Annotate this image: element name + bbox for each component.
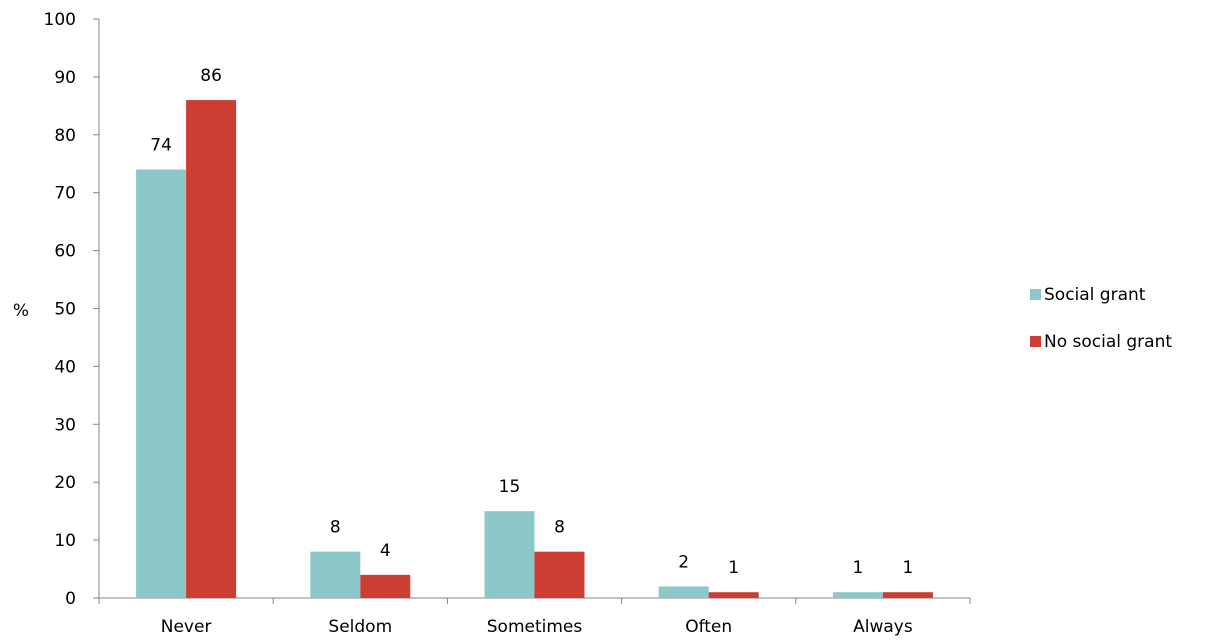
data-label: 1 [852,558,863,578]
y-tick-label: 40 [54,357,76,377]
bar-social-grant-never [136,169,187,599]
bars [136,100,933,599]
legend-label: No social grant [1044,332,1172,352]
bar-social-grant-sometimes [484,511,535,598]
data-label: 8 [330,518,341,538]
data-label: 1 [902,558,913,578]
x-category-label: Sometimes [487,617,583,637]
bar-no-social-grant-sometimes [534,551,585,598]
data-label: 74 [150,136,172,156]
data-label: 8 [554,518,565,538]
y-tick-label: 30 [54,415,76,435]
y-axis-title: % [13,301,29,321]
bar-no-social-grant-never [186,100,237,598]
bar-social-grant-seldom [310,551,361,598]
y-tick-label: 50 [54,300,76,320]
data-label: 4 [380,541,391,561]
legend-label: Social grant [1044,285,1146,305]
y-tick-label: 80 [54,126,76,146]
y-tick-label: 70 [54,184,76,204]
axes: 0 10 20 30 40 50 60 70 80 90 100% Never Seldom Someti… [13,10,971,637]
legend: Social grant No social grant [1030,285,1172,352]
y-tick-label: 10 [54,531,76,551]
data-label: 2 [678,552,689,572]
x-category-label: Seldom [328,617,392,637]
legend-swatch [1030,336,1041,347]
x-category-label: Never [161,617,212,637]
data-label: 86 [200,66,222,86]
bar-social-grant-often [658,586,709,598]
legend-swatch [1030,289,1041,300]
y-tick-label: 20 [54,473,76,493]
x-category-label: Always [853,617,913,637]
bar-no-social-grant-always [882,592,933,598]
bar-social-grant-always [832,592,883,598]
y-tick-label: 60 [54,242,76,262]
y-tick-label: 90 [54,68,76,88]
data-label: 15 [499,477,521,497]
x-category-label: Often [685,617,732,637]
bar-no-social-grant-often [708,592,759,598]
bar-no-social-grant-seldom [360,574,411,598]
y-tick-label: 100 [44,10,76,30]
data-labels: 74 8 15 2 1 86 4 8 1 1 [150,66,913,578]
y-tick-label: 0 [65,589,76,609]
data-label: 1 [728,558,739,578]
